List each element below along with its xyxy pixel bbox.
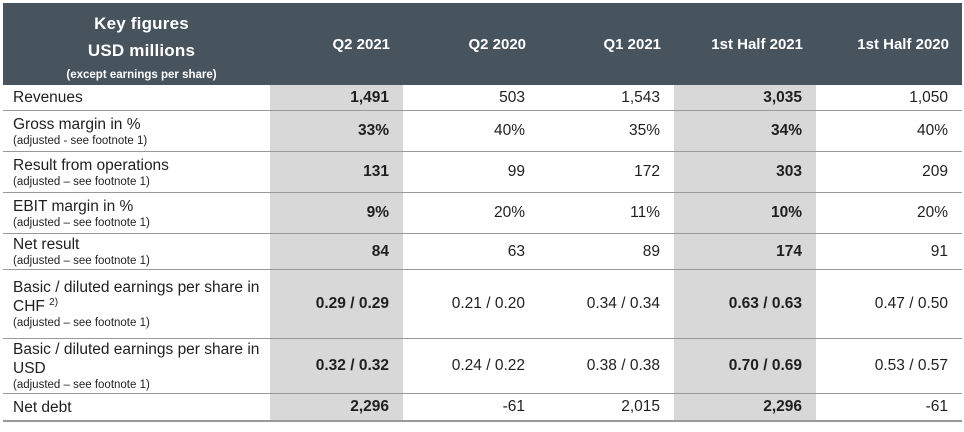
cell-value: 84 [270,234,403,269]
row-label: Result from operations [13,156,169,174]
row-label-cell: Basic / diluted earnings per share in US… [3,339,270,393]
cell-value: 0.21 / 0.20 [451,295,525,312]
cell-value: 1,543 [621,88,660,106]
column-header-1st-half-2020: 1st Half 2020 [857,35,949,53]
cell-value: 0.24 / 0.22 [451,357,525,374]
table-row-eps-usd: Basic / diluted earnings per share in US… [3,339,962,394]
row-label-superscript: 2) [49,296,59,308]
cell-value: 131 [270,152,403,192]
row-label-cell: Revenues [3,85,270,110]
row-footnote: (adjusted – see footnote 1) [13,255,150,267]
cell-value: 0.29 / 0.29 [270,270,403,338]
cell-value: 0.38 / 0.38 [586,357,660,374]
cell-value: 20% [493,204,525,221]
column-header-q2-2020: Q2 2020 [468,35,526,53]
cell-value: 1,050 [909,88,948,106]
cell-value: 174 [674,234,816,269]
table-title: Key figures [94,14,189,33]
header-title-cell: Key figures USD millions (except earning… [3,3,270,85]
cell-value: 0.70 / 0.69 [674,339,816,393]
row-footnote: (adjusted – see footnote 1) [13,216,150,229]
cell-value: 0.47 / 0.50 [874,295,948,312]
cell-value: 0.34 / 0.34 [586,295,660,312]
row-label-cell: Basic / diluted earnings per share in CH… [3,270,270,338]
cell-value: 10% [674,193,816,233]
cell-value: 63 [507,242,525,260]
row-label-cell: Result from operations (adjusted – see f… [3,152,270,192]
cell-value: 2,015 [621,398,660,415]
cell-value: 40% [493,122,525,139]
cell-value: 33% [270,111,403,151]
cell-value: 11% [630,204,660,221]
column-header-q1-2021: Q1 2021 [603,35,661,53]
cell-value: 303 [674,152,816,192]
cell-value: 2,296 [674,394,816,420]
cell-value: 35% [628,122,660,139]
cell-value: 2,296 [270,394,403,420]
key-figures-table: Key figures USD millions (except earning… [3,3,962,422]
cell-value: 99 [507,163,525,180]
cell-value: 503 [499,88,525,106]
table-header-row: Key figures USD millions (except earning… [3,3,962,85]
cell-value: 89 [642,242,660,260]
row-label: Net debt [13,398,72,416]
cell-value: 0.63 / 0.63 [674,270,816,338]
row-label: Revenues [13,89,83,106]
cell-value: 91 [930,242,948,260]
row-label-cell: Net debt [3,394,270,420]
cell-value: 0.32 / 0.32 [270,339,403,393]
cell-value: 34% [674,111,816,151]
row-label: EBIT margin in % [13,197,134,215]
row-footnote: (adjusted – see footnote 1) [13,175,150,188]
cell-value: 0.53 / 0.57 [874,357,948,374]
cell-value: -61 [925,398,948,415]
table-row-net-debt: Net debt 2,296 -61 2,015 2,296 -61 [3,394,962,422]
cell-value: 1,491 [270,85,403,110]
row-label-cell: Gross margin in % (adjusted - see footno… [3,111,270,151]
row-label: Net result [13,236,80,253]
cell-value: 209 [922,163,948,180]
table-units: USD millions [87,41,196,60]
table-row-net-result: Net result (adjusted – see footnote 1) 8… [3,234,962,270]
cell-value: 9% [270,193,403,233]
table-row-revenues: Revenues 1,491 503 1,543 3,035 1,050 [3,85,962,111]
row-label-cell: Net result (adjusted – see footnote 1) [3,234,270,269]
row-label: Basic / diluted earnings per share in CH… [13,278,264,316]
table-row-eps-chf: Basic / diluted earnings per share in CH… [3,270,962,339]
cell-value: 172 [634,163,660,180]
table-row-gross-margin: Gross margin in % (adjusted - see footno… [3,111,962,152]
column-header-q2-2021: Q2 2021 [332,35,390,53]
row-label-text: Basic / diluted earnings per share in CH… [13,279,260,315]
row-label: Basic / diluted earnings per share in US… [13,341,260,377]
row-footnote: (adjusted – see footnote 1) [13,379,150,391]
cell-value: 20% [916,204,948,221]
cell-value: 40% [916,122,948,139]
table-row-result-from-operations: Result from operations (adjusted – see f… [3,152,962,193]
table-units-note: (except earnings per share) [66,69,217,81]
row-label: Gross margin in % [13,115,141,133]
cell-value: 3,035 [674,85,816,110]
row-footnote: (adjusted - see footnote 1) [13,134,148,147]
row-footnote: (adjusted – see footnote 1) [13,317,150,329]
row-label-cell: EBIT margin in % (adjusted – see footnot… [3,193,270,233]
table-row-ebit-margin: EBIT margin in % (adjusted – see footnot… [3,193,962,234]
cell-value: -61 [502,398,525,415]
column-header-1st-half-2021: 1st Half 2021 [711,35,803,53]
